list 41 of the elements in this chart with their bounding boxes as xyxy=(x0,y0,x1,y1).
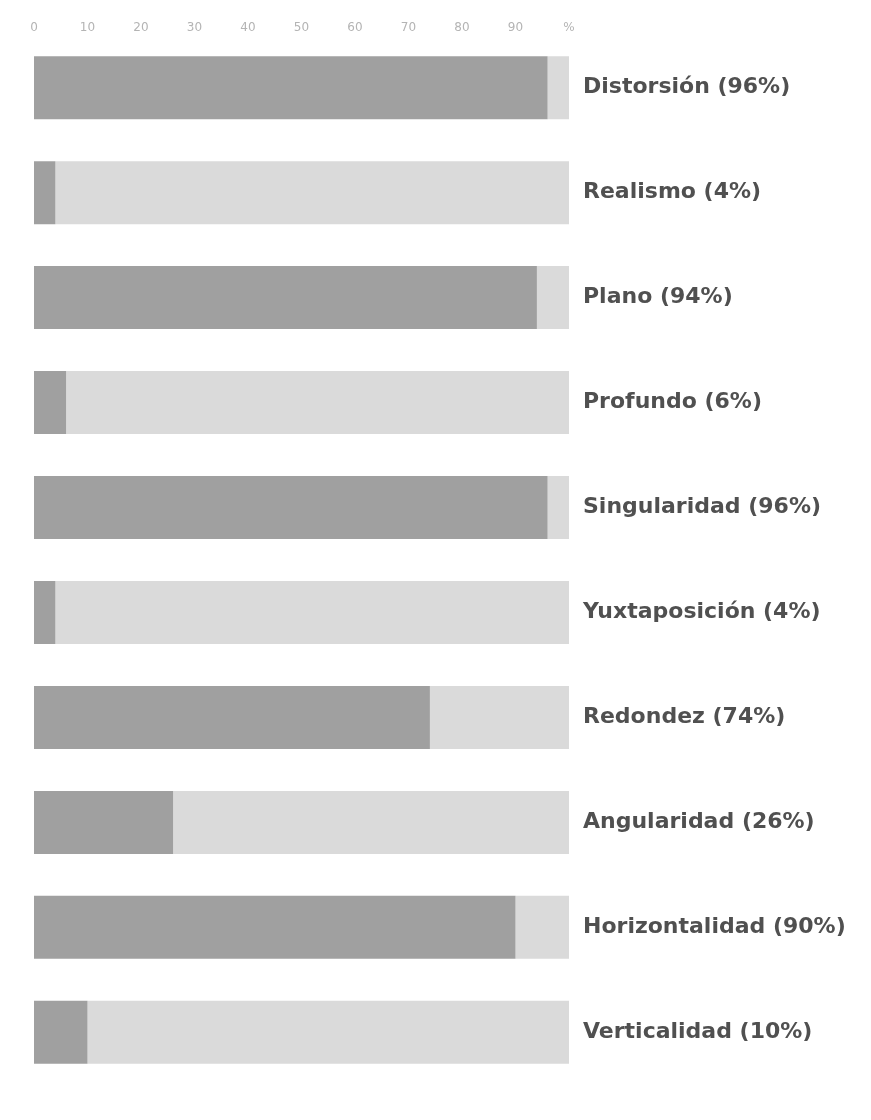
bar xyxy=(34,1000,88,1064)
bar xyxy=(536,266,569,330)
x-tick-label: 50 xyxy=(293,20,310,35)
x-tick-label: 60 xyxy=(347,20,363,35)
x-tick-label: 30 xyxy=(186,20,203,35)
bar xyxy=(55,161,569,225)
bar xyxy=(547,56,569,120)
bar xyxy=(87,1000,569,1064)
x-tick-label: 80 xyxy=(454,20,470,35)
x-tick-label: 20 xyxy=(133,20,149,35)
bar xyxy=(34,476,548,540)
y-tick-label: Yuxtaposición (4%) xyxy=(582,598,821,624)
bar xyxy=(34,580,56,644)
bar xyxy=(173,790,569,854)
y-tick-label: Horizontalidad (90%) xyxy=(583,913,846,939)
y-tick-label: Verticalidad (10%) xyxy=(583,1018,813,1044)
y-tick-label: Angularidad (26%) xyxy=(583,808,815,834)
bar xyxy=(34,161,56,225)
x-tick-label: % xyxy=(563,20,575,35)
bar xyxy=(34,266,537,330)
bar xyxy=(34,895,516,959)
y-tick-label: Plano (94%) xyxy=(583,283,733,309)
bar xyxy=(66,371,569,435)
bar xyxy=(429,685,569,749)
bar xyxy=(34,56,548,120)
bar xyxy=(34,685,430,749)
bar xyxy=(34,790,174,854)
y-tick-label: Singularidad (96%) xyxy=(583,493,822,519)
y-tick-label: Redondez (74%) xyxy=(583,703,786,729)
y-tick-label: Realismo (4%) xyxy=(583,178,762,204)
x-tick-label: 70 xyxy=(400,20,417,35)
bar xyxy=(55,580,569,644)
bar xyxy=(515,895,569,959)
bar xyxy=(34,371,67,435)
x-tick-label: 0 xyxy=(30,20,38,35)
y-tick-label: Distorsión (96%) xyxy=(583,73,791,99)
x-tick-label: 40 xyxy=(240,20,256,35)
bar xyxy=(547,476,569,540)
x-tick-label: 90 xyxy=(507,20,524,35)
x-tick-label: 10 xyxy=(79,20,96,35)
y-tick-label: Profundo (6%) xyxy=(583,388,762,414)
